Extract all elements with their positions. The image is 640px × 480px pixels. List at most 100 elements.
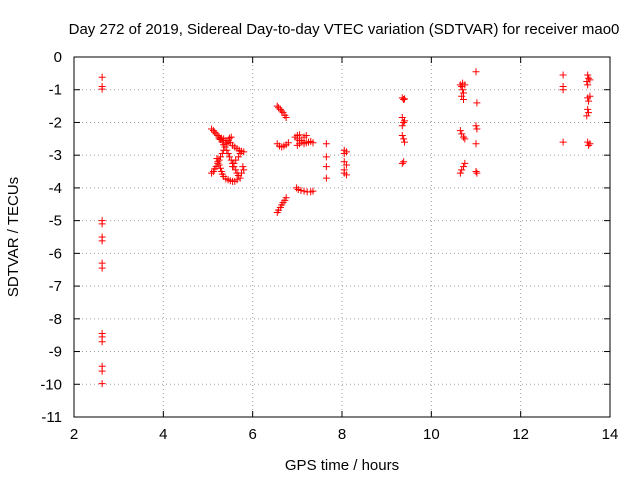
data-point bbox=[459, 89, 467, 97]
data-point bbox=[273, 102, 281, 110]
data-point bbox=[473, 169, 481, 177]
data-point bbox=[458, 82, 466, 90]
data-point bbox=[292, 184, 300, 192]
data-point bbox=[232, 166, 240, 174]
data-point bbox=[214, 158, 222, 166]
x-tick-label: 8 bbox=[338, 426, 346, 443]
data-point bbox=[342, 148, 350, 156]
data-point bbox=[240, 148, 248, 156]
data-point bbox=[342, 171, 350, 179]
data-point bbox=[229, 163, 237, 171]
data-point bbox=[342, 161, 350, 169]
data-point bbox=[98, 237, 106, 245]
data-point bbox=[225, 134, 233, 142]
data-point bbox=[282, 114, 290, 122]
data-point bbox=[456, 127, 464, 135]
data-point bbox=[98, 73, 106, 81]
data-point bbox=[239, 163, 247, 171]
y-tick-label: 0 bbox=[54, 49, 62, 66]
data-point bbox=[233, 176, 241, 184]
data-point bbox=[584, 81, 592, 89]
y-tick-label: -11 bbox=[41, 409, 62, 426]
data-point bbox=[585, 97, 593, 105]
axis-ticks: 2 4 6 8 10 12 14 0 -1 -2 -3 -4 -5 -6 -7 -8 -9 -10 -11 bbox=[40, 49, 618, 443]
grid bbox=[74, 57, 610, 417]
y-tick-label: -4 bbox=[49, 180, 62, 197]
data-point bbox=[472, 68, 480, 76]
data-point bbox=[322, 153, 330, 161]
data-point bbox=[585, 74, 593, 82]
data-point bbox=[400, 96, 408, 104]
data-point bbox=[458, 92, 466, 100]
data-point bbox=[400, 118, 408, 126]
y-tick-label: -9 bbox=[49, 344, 62, 361]
y-tick-label: -8 bbox=[49, 311, 62, 328]
data-point bbox=[398, 159, 406, 167]
data-point bbox=[459, 133, 467, 141]
data-point bbox=[226, 139, 234, 147]
data-point bbox=[583, 78, 591, 86]
data-point bbox=[215, 161, 223, 169]
data-point bbox=[309, 187, 317, 195]
data-point bbox=[322, 163, 330, 171]
data-point bbox=[217, 153, 225, 161]
data-point bbox=[559, 86, 567, 94]
data-point bbox=[398, 122, 406, 130]
data-points bbox=[98, 68, 594, 388]
data-point bbox=[220, 146, 228, 154]
data-point bbox=[456, 169, 464, 177]
data-point bbox=[584, 71, 592, 79]
data-point bbox=[322, 140, 330, 148]
y-tick-label: -7 bbox=[49, 278, 62, 295]
data-point bbox=[300, 187, 308, 195]
data-point bbox=[461, 159, 469, 167]
data-point bbox=[586, 76, 594, 84]
chart-title: Day 272 of 2019, Sidereal Day-to-day VTE… bbox=[69, 21, 620, 38]
data-point bbox=[309, 139, 317, 147]
y-tick-label: -2 bbox=[49, 114, 62, 131]
data-point bbox=[98, 338, 106, 346]
data-point bbox=[459, 96, 467, 104]
data-point bbox=[240, 166, 248, 174]
x-tick-label: 12 bbox=[512, 426, 529, 443]
data-point bbox=[227, 133, 235, 141]
data-point bbox=[284, 139, 292, 147]
data-point bbox=[459, 86, 467, 94]
data-point bbox=[225, 153, 233, 161]
data-point bbox=[218, 150, 226, 158]
data-point bbox=[98, 264, 106, 272]
data-point bbox=[401, 95, 409, 103]
data-point bbox=[236, 150, 244, 158]
x-tick-label: 2 bbox=[70, 426, 78, 443]
data-point bbox=[586, 92, 594, 100]
x-axis-label: GPS time / hours bbox=[285, 457, 399, 474]
data-point bbox=[212, 130, 220, 138]
y-tick-label: -3 bbox=[49, 147, 62, 164]
data-point bbox=[401, 138, 409, 146]
data-point bbox=[98, 380, 106, 388]
data-point bbox=[559, 138, 567, 146]
x-tick-label: 6 bbox=[248, 426, 256, 443]
x-tick-label: 4 bbox=[159, 426, 167, 443]
data-point bbox=[232, 156, 240, 164]
data-point bbox=[223, 140, 231, 148]
y-tick-label: -10 bbox=[40, 376, 62, 393]
data-point bbox=[230, 159, 238, 167]
data-point bbox=[472, 140, 480, 148]
y-axis-label: SDTVAR / TECUs bbox=[5, 177, 22, 297]
data-point bbox=[586, 140, 594, 148]
data-point bbox=[236, 174, 244, 182]
data-point bbox=[459, 163, 467, 171]
data-point bbox=[322, 174, 330, 182]
x-tick-label: 10 bbox=[423, 426, 440, 443]
y-tick-label: -5 bbox=[49, 213, 62, 230]
data-point bbox=[461, 135, 469, 143]
data-point bbox=[473, 99, 481, 107]
data-point bbox=[296, 131, 304, 139]
data-point bbox=[297, 187, 305, 195]
x-tick-label: 14 bbox=[602, 426, 619, 443]
data-point bbox=[278, 107, 286, 115]
data-point bbox=[472, 168, 480, 176]
data-point bbox=[208, 169, 216, 177]
